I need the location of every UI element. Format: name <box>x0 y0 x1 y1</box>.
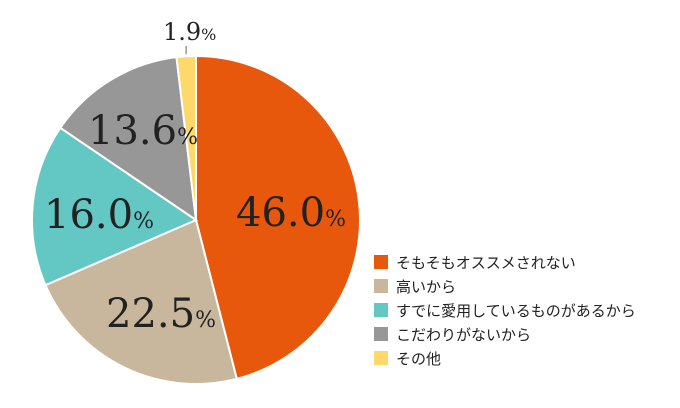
pie-slices <box>31 54 361 385</box>
pie-slice <box>175 54 197 221</box>
legend-label: 高いから <box>396 277 457 296</box>
legend-swatch <box>374 255 388 269</box>
legend-item: そもそもオススメされない <box>374 250 636 274</box>
legend-label: こだわりがないから <box>396 325 532 344</box>
slice-value-label: 22.5% <box>106 291 216 337</box>
legend-swatch <box>374 351 388 365</box>
legend-label: そもそもオススメされない <box>396 253 576 272</box>
pie-slice <box>31 126 199 287</box>
legend-swatch <box>374 279 388 293</box>
slice-value-label: 16.0% <box>44 192 154 238</box>
legend-item: その他 <box>374 346 636 370</box>
legend-swatch <box>374 327 388 341</box>
legend-label: すでに愛用しているものがあるから <box>396 301 636 320</box>
data-labels: 46.0% 22.5% 16.0% 13.6% 1.9% <box>44 18 346 337</box>
pie-slice <box>58 56 198 223</box>
slice-value-label: 46.0% <box>236 190 346 236</box>
legend: そもそもオススメされない 高いからすでに愛用しているものがあるから こだわりがないか… <box>374 250 636 370</box>
legend-swatch <box>374 303 388 317</box>
pie-slice <box>44 218 239 385</box>
legend-item: こだわりがないから <box>374 322 636 346</box>
legend-label: その他 <box>396 349 442 368</box>
pie-slice <box>195 54 361 381</box>
slice-value-label: 13.6% <box>88 108 198 154</box>
legend-item: すでに愛用しているものがあるから <box>374 298 636 322</box>
legend-item: 高いから <box>374 274 636 298</box>
slice-value-label: 1.9% <box>163 18 216 46</box>
